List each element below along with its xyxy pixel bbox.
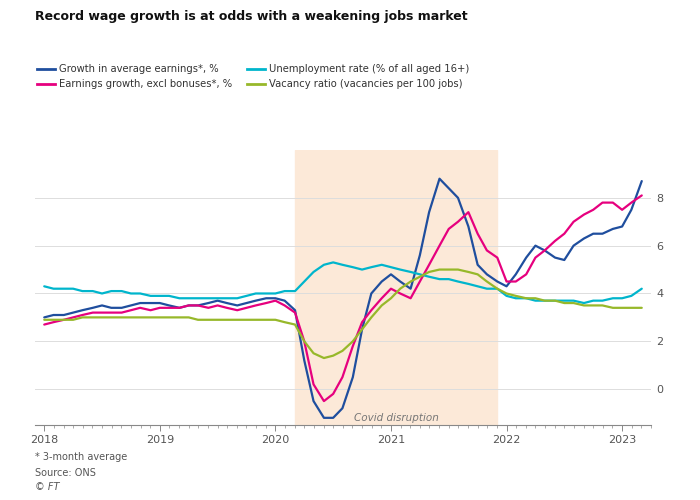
- Text: Source: ONS: Source: ONS: [35, 468, 96, 477]
- Text: © FT: © FT: [35, 482, 60, 492]
- Text: Record wage growth is at odds with a weakening jobs market: Record wage growth is at odds with a wea…: [35, 10, 468, 23]
- Legend: Growth in average earnings*, %, Earnings growth, excl bonuses*, %, Unemployment : Growth in average earnings*, %, Earnings…: [33, 60, 473, 93]
- Bar: [295, 150, 497, 425]
- Text: * 3-month average: * 3-month average: [35, 452, 127, 462]
- Text: Covid disruption: Covid disruption: [354, 413, 439, 423]
